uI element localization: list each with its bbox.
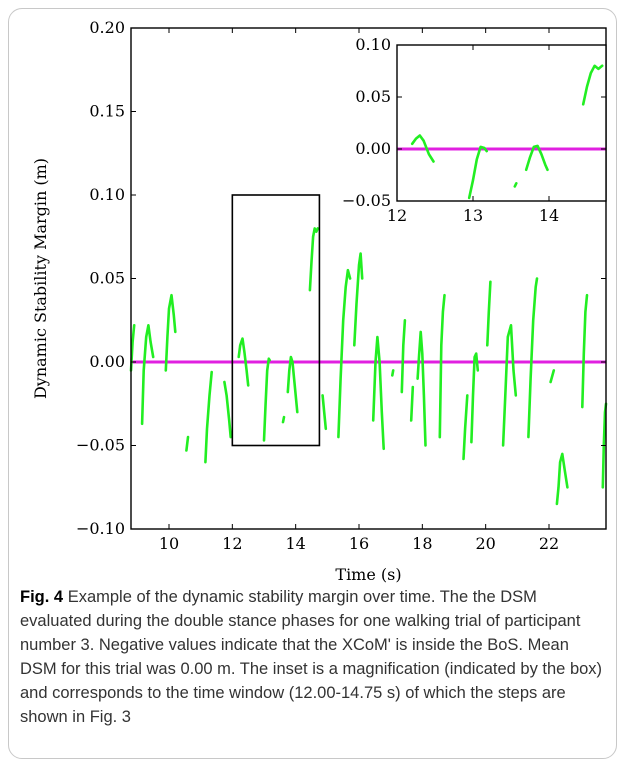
main-dsm-segment-8 xyxy=(281,415,286,424)
main-x-tick-label: 16 xyxy=(349,534,369,553)
main-y-tick-label: 0.20 xyxy=(89,18,125,37)
main-y-tick-label: −0.05 xyxy=(76,436,125,455)
caption-text: Example of the dynamic stability margin … xyxy=(20,588,603,726)
main-y-tick-label: 0.00 xyxy=(89,352,125,371)
inset-plot-background xyxy=(397,45,606,201)
inset-dsm-segment-4 xyxy=(581,64,604,106)
main-dsm-segment-18 xyxy=(416,330,427,447)
x-axis-label: Time (s) xyxy=(335,565,401,584)
main-dsm-segment-25 xyxy=(549,369,556,384)
main-x-tick-label: 20 xyxy=(475,534,495,553)
inset-x-tick-label: 12 xyxy=(387,206,407,225)
main-dsm-segment-13 xyxy=(352,252,364,347)
inset-x-tick-label: 13 xyxy=(463,206,483,225)
main-dsm-segment-15 xyxy=(390,369,395,377)
main-dsm-segment-19 xyxy=(438,293,446,439)
y-axis-label: Dynamic Stability Margin (m) xyxy=(31,158,50,399)
main-dsm-segment-7 xyxy=(262,357,272,442)
inset-x-tick-label: 14 xyxy=(539,206,559,225)
zoom-box xyxy=(231,194,321,447)
main-x-tick-label: 12 xyxy=(222,534,242,553)
main-x-tick-label: 10 xyxy=(159,534,179,553)
dsm-chart: 10 12 14 16 18 20 22 −0.10 −0.05 0.00 0.05 0.10 0.15… xyxy=(31,18,608,584)
inset-axes-frame xyxy=(396,44,607,202)
figure-caption: Fig. 4 Example of the dynamic stability … xyxy=(20,585,605,729)
main-dsm-segment-12 xyxy=(337,268,352,439)
main-y-tick-label: 0.10 xyxy=(89,185,125,204)
main-dsm-segment-22 xyxy=(485,280,492,347)
main-x-tick-label: 18 xyxy=(412,534,432,553)
main-dsm-segment-21 xyxy=(470,352,480,444)
main-y-tick-label: 0.05 xyxy=(89,269,125,288)
main-dsm-segment-27 xyxy=(580,293,589,409)
inset-dsm-segment-2 xyxy=(513,182,518,188)
main-dsm-segment-3 xyxy=(185,435,190,452)
main-x-tick-label: 14 xyxy=(285,534,305,553)
main-dsm-segment-11 xyxy=(321,394,328,431)
main-dsm-segment-17 xyxy=(409,385,415,422)
main-dsm-segment-2 xyxy=(164,293,177,372)
inset-y-tick-label: 0.00 xyxy=(355,139,391,158)
inset-dsm-segment-1 xyxy=(467,145,489,200)
main-dsm-segment-24 xyxy=(527,277,539,439)
inset-dsm-segment-3 xyxy=(524,144,549,172)
main-dsm-segment-26 xyxy=(555,452,569,506)
main-dsm-segment-6 xyxy=(237,337,250,387)
inset-dsm-segment-0 xyxy=(410,134,435,163)
main-dsm-segment-9 xyxy=(286,355,299,414)
main-dsm-segment-10 xyxy=(308,227,320,292)
main-y-tick-label: −0.10 xyxy=(76,519,125,538)
main-dsm-segment-1 xyxy=(140,323,155,426)
inset-y-tick-label: 0.10 xyxy=(355,35,391,54)
main-x-tick-label: 22 xyxy=(539,534,559,553)
main-dsm-segment-14 xyxy=(371,335,386,451)
caption-label: Fig. 4 xyxy=(20,588,64,606)
main-dsm-segment-16 xyxy=(400,318,407,394)
inset-y-tick-label: 0.05 xyxy=(355,87,391,106)
main-dsm-segment-20 xyxy=(462,394,469,461)
main-dsm-segment-4 xyxy=(204,370,213,464)
inset-y-tick-label: −0.05 xyxy=(342,191,391,210)
main-dsm-segment-5 xyxy=(223,380,232,439)
main-y-tick-label: 0.15 xyxy=(89,102,125,121)
main-dsm-segment-23 xyxy=(501,323,518,447)
